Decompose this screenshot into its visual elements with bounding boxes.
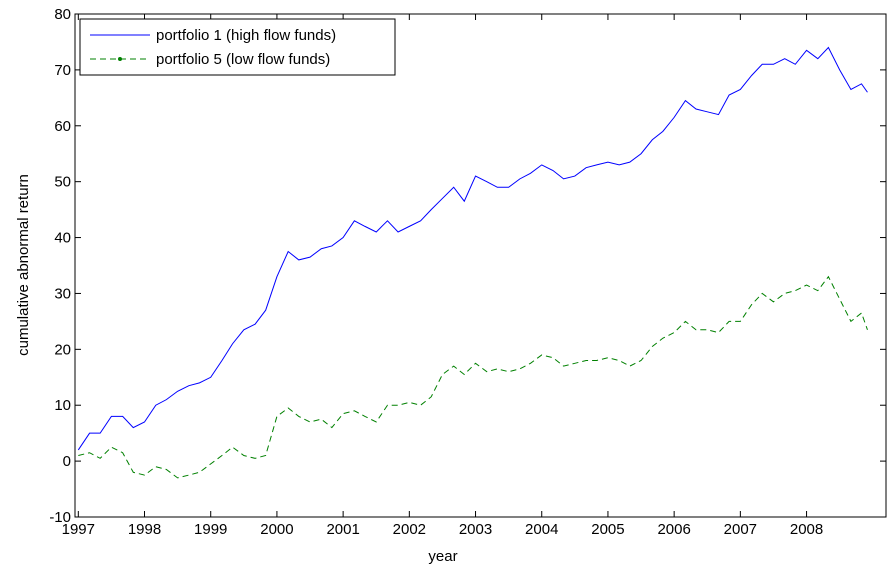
- y-tick-label: 10: [54, 397, 71, 414]
- x-tick-label: 2008: [790, 521, 823, 538]
- plot-area: [74, 13, 887, 518]
- legend-label: portfolio 1 (high flow funds): [156, 27, 336, 44]
- y-tick-label: -10: [49, 509, 71, 526]
- y-axis-label: cumulative abnormal return: [15, 174, 32, 356]
- series-line: [77, 46, 868, 451]
- x-tick-label: 2007: [724, 521, 757, 538]
- y-tick-label: 0: [63, 453, 71, 470]
- y-tick-label: 80: [54, 6, 71, 23]
- x-tick-label: 1997: [62, 521, 95, 538]
- legend-label: portfolio 5 (low flow funds): [156, 51, 330, 68]
- x-tick-label: 2001: [326, 521, 359, 538]
- x-tick-label: 1999: [194, 521, 227, 538]
- y-tick-label: 30: [54, 285, 71, 302]
- x-tick-label: 2005: [591, 521, 624, 538]
- x-tick-label: 2000: [260, 521, 293, 538]
- x-axis-label: year: [428, 548, 457, 565]
- y-tick-label: 20: [54, 341, 71, 358]
- x-tick-label: 1998: [128, 521, 161, 538]
- legend-marker: [118, 57, 122, 61]
- x-tick-label: 2003: [459, 521, 492, 538]
- legend-box: [79, 18, 396, 76]
- y-tick-label: 50: [54, 174, 71, 191]
- y-tick-label: 60: [54, 118, 71, 135]
- x-tick-label: 2004: [525, 521, 558, 538]
- x-tick-label: 2002: [393, 521, 426, 538]
- legend: portfolio 1 (high flow funds) portfolio 5…: [79, 18, 396, 76]
- y-tick-label: 40: [54, 230, 71, 247]
- y-tick-label: 70: [54, 62, 71, 79]
- x-tick-label: 2006: [657, 521, 690, 538]
- series-line: [78, 275, 868, 479]
